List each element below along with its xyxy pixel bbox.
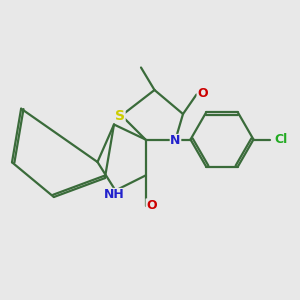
Text: NH: NH: [103, 188, 124, 202]
Text: O: O: [197, 86, 208, 100]
Text: S: S: [115, 109, 125, 122]
Text: Cl: Cl: [274, 133, 287, 146]
Text: O: O: [146, 199, 157, 212]
Text: N: N: [170, 134, 181, 148]
